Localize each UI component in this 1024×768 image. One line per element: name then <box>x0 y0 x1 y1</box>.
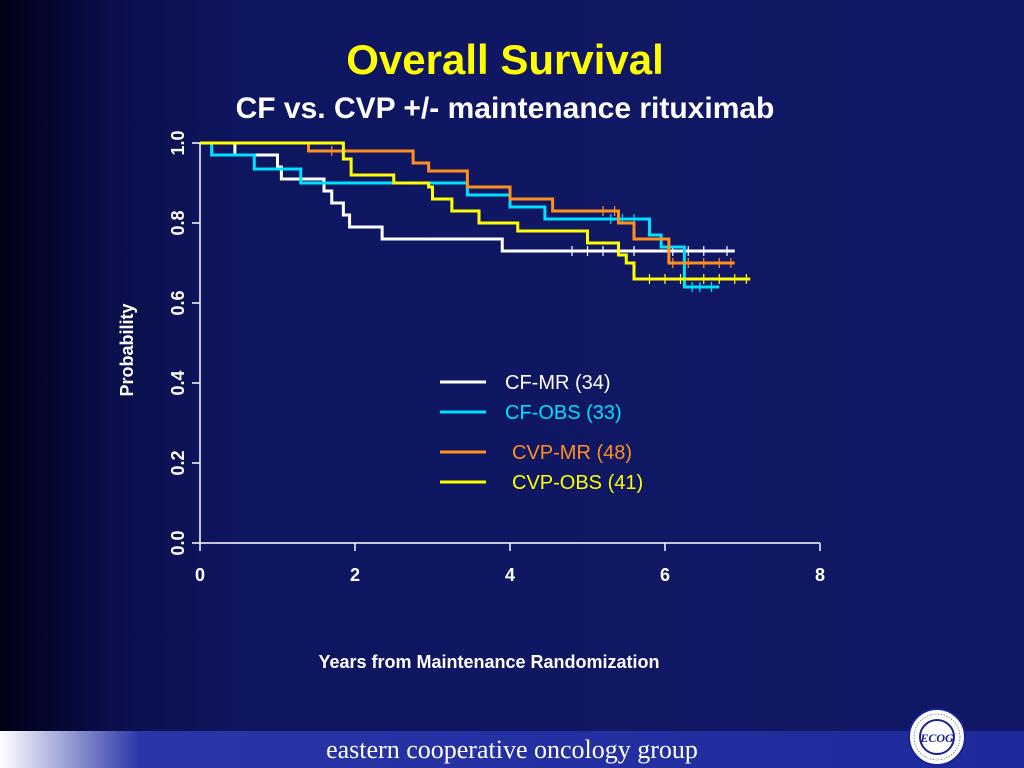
y-tick-label: 0.8 <box>168 210 188 235</box>
chart-series-layer <box>200 141 751 292</box>
censor-mark <box>646 274 653 284</box>
legend-label: CF-MR (34) <box>505 372 611 394</box>
y-tick-label: 0.2 <box>168 450 188 475</box>
censor-mark <box>669 258 677 268</box>
series-2 <box>200 141 720 292</box>
censor-mark <box>700 274 708 284</box>
censor-mark <box>599 246 607 256</box>
censor-mark <box>723 246 731 256</box>
x-tick-label: 8 <box>815 565 825 585</box>
legend-label: CVP-OBS (41) <box>512 472 643 494</box>
survival-curve <box>200 141 751 281</box>
y-tick-label: 0.6 <box>168 290 188 315</box>
censor-mark <box>727 258 735 268</box>
censor-mark <box>708 282 715 292</box>
x-tick-label: 4 <box>505 565 515 585</box>
x-axis-label: Years from Maintenance Randomization <box>318 652 659 672</box>
censor-mark <box>607 214 615 224</box>
chart-legend: CF-MR (34) CF-OBS (33) CVP-MR (48) CVP-OBS … <box>440 372 643 494</box>
censor-mark <box>684 246 692 256</box>
survival-curve <box>200 141 735 265</box>
chart-axes: 0 2 4 6 8 0.0 0.2 0.4 0.6 0.8 1.0 <box>168 130 825 585</box>
censor-mark <box>599 206 607 216</box>
y-axis-label: Probability <box>117 303 137 396</box>
survival-curve <box>200 141 720 289</box>
censor-mark <box>700 246 708 256</box>
x-tick-label: 0 <box>195 565 205 585</box>
censor-mark <box>677 274 684 284</box>
y-tick-label: 0.4 <box>168 370 188 395</box>
series-3 <box>200 141 735 268</box>
series-1 <box>200 141 735 256</box>
censor-mark <box>584 246 591 256</box>
censor-mark <box>611 206 619 216</box>
chart-subtitle: CF vs. CVP +/- maintenance rituximab <box>235 92 775 125</box>
x-tick-label: 2 <box>350 565 360 585</box>
censor-mark <box>630 246 638 256</box>
ecog-logo-text: ECOG <box>919 731 954 745</box>
censor-mark <box>696 282 704 292</box>
chart-title: Overall Survival <box>346 36 664 83</box>
censor-mark <box>328 146 336 156</box>
x-tick-label: 6 <box>660 565 670 585</box>
survival-curve <box>200 141 735 253</box>
censor-mark <box>568 246 576 256</box>
y-tick-label: 1.0 <box>168 130 188 155</box>
footer-bar <box>0 731 1024 768</box>
footer-organization-name: eastern cooperative oncology group <box>326 735 698 764</box>
censor-mark <box>700 258 708 268</box>
censor-mark <box>731 274 739 284</box>
ecog-logo: ECOG <box>908 708 966 766</box>
censor-mark <box>715 274 723 284</box>
survival-chart: 0 2 4 6 8 0.0 0.2 0.4 0.6 0.8 1.0 CF-MR (34) CF-OBS… <box>117 130 825 672</box>
censor-mark <box>684 258 692 268</box>
censor-mark <box>661 274 669 284</box>
censor-mark <box>688 282 696 292</box>
legend-label: CF-OBS (33) <box>505 402 622 424</box>
legend-label: CVP-MR (48) <box>512 442 632 464</box>
y-tick-label: 0.0 <box>168 530 188 555</box>
series-4 <box>200 141 751 284</box>
censor-mark <box>715 258 723 268</box>
censor-mark <box>742 274 750 284</box>
